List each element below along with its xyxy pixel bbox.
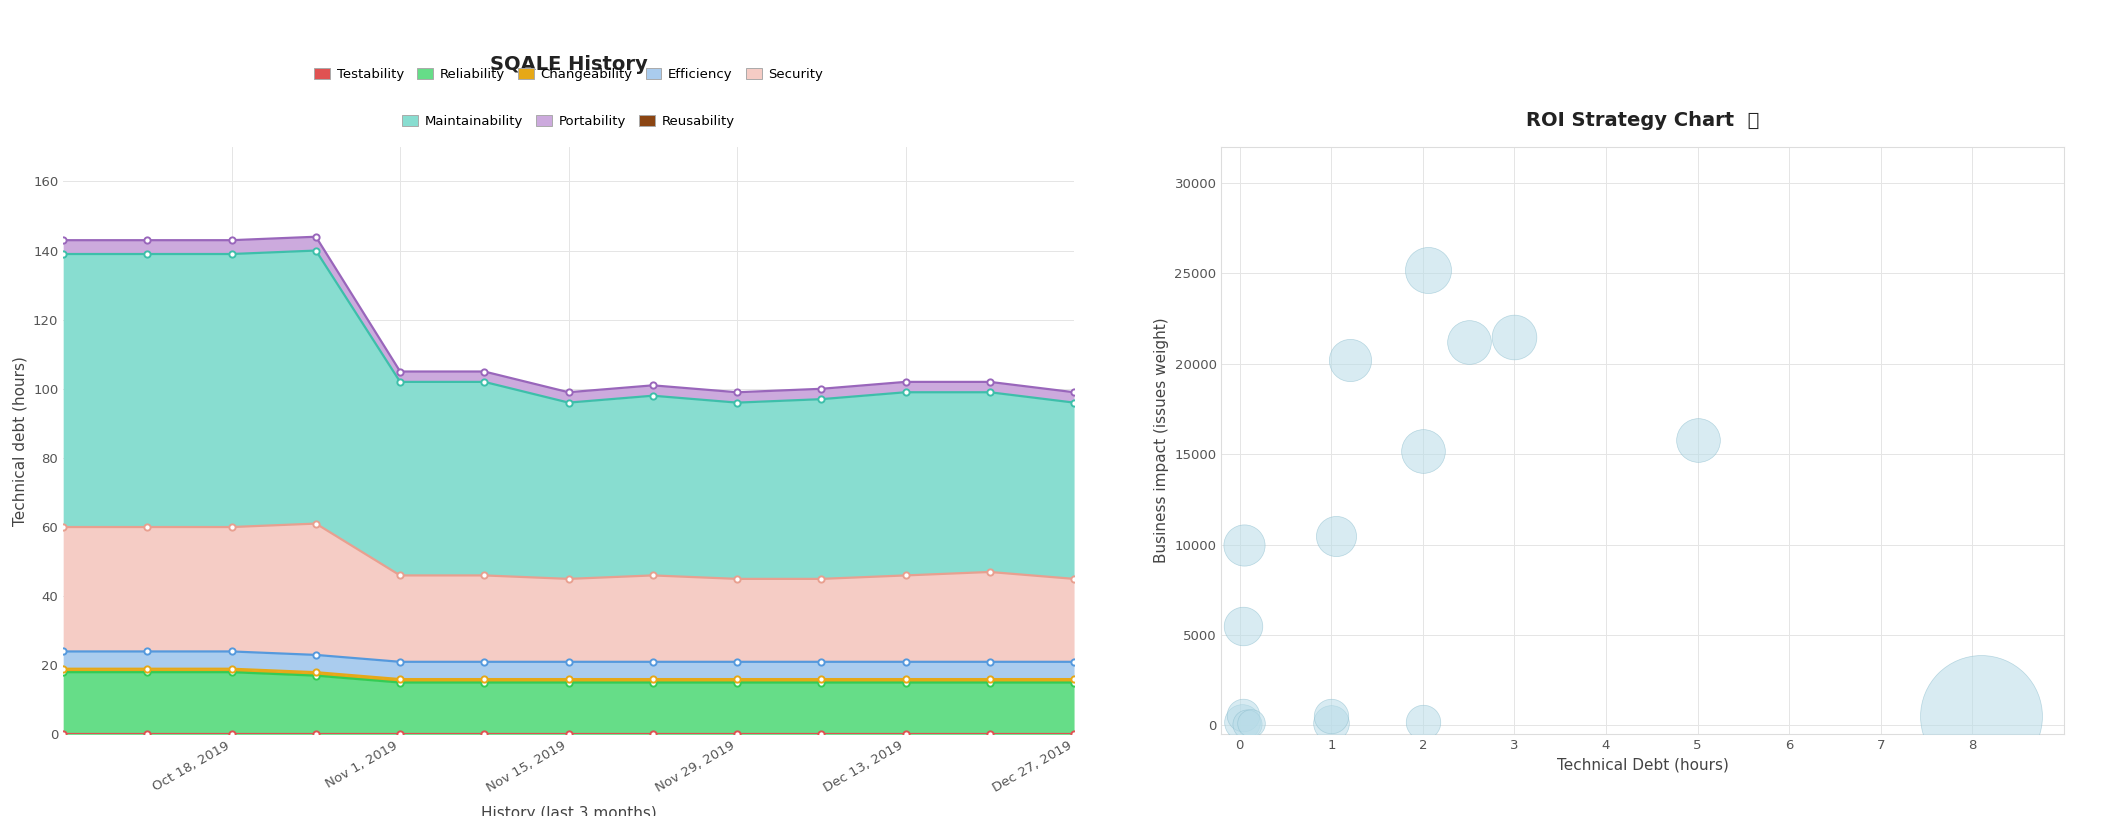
- Point: [1226, 619, 1259, 632]
- Point: [1318, 529, 1352, 542]
- Y-axis label: Business impact (issues weight): Business impact (issues weight): [1154, 317, 1169, 564]
- Point: [1234, 716, 1268, 730]
- Point: [1407, 716, 1441, 729]
- Point: [1681, 433, 1714, 446]
- Point: [1333, 353, 1367, 366]
- Point: [1314, 710, 1348, 723]
- Title: ROI Strategy Chart  ⓘ: ROI Strategy Chart ⓘ: [1527, 111, 1759, 130]
- Point: [1314, 716, 1348, 730]
- Point: [1230, 717, 1264, 730]
- Point: [1407, 444, 1441, 457]
- Y-axis label: Technical debt (hours): Technical debt (hours): [13, 356, 27, 526]
- Point: [1451, 335, 1485, 348]
- X-axis label: Technical Debt (hours): Technical Debt (hours): [1556, 758, 1729, 773]
- Title: SQALE History: SQALE History: [491, 55, 647, 74]
- Point: [1226, 715, 1259, 728]
- Point: [1411, 264, 1445, 277]
- Legend: Maintainability, Portability, Reusability: Maintainability, Portability, Reusabilit…: [398, 109, 739, 133]
- Point: [1965, 710, 1999, 723]
- Point: [1497, 330, 1531, 344]
- Point: [1228, 538, 1261, 551]
- X-axis label: History (last 3 months): History (last 3 months): [480, 806, 657, 816]
- Point: [1226, 708, 1259, 721]
